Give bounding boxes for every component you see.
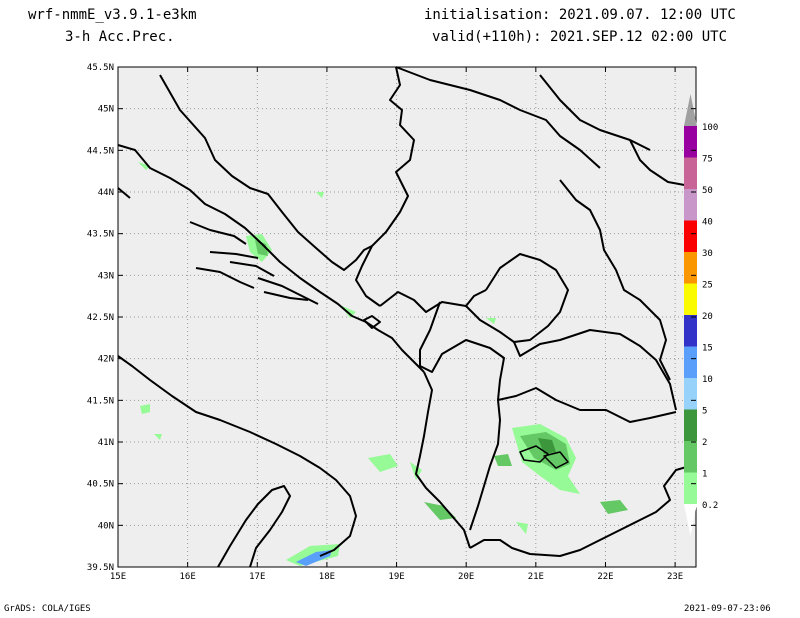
lat-label: 43.5N: [87, 230, 114, 240]
colorbar-swatch: [684, 409, 697, 441]
lat-label: 44.5N: [87, 146, 114, 156]
lat-label: 42.5N: [87, 313, 114, 323]
colorbar-label: 1: [702, 470, 707, 480]
lon-label: 17E: [249, 572, 265, 582]
lon-label: 15E: [110, 572, 126, 582]
field-title: 3-h Acc.Prec.: [65, 29, 175, 45]
colorbar-swatch: [684, 283, 697, 315]
colorbar-label: 0.2: [702, 501, 718, 511]
colorbar-swatch: [684, 346, 697, 378]
colorbar-swatch: [684, 252, 697, 284]
lat-label: 40.5N: [87, 480, 114, 490]
colorbar-label: 10: [702, 375, 713, 385]
lon-label: 21E: [528, 572, 544, 582]
border-croatia-bosnia: [159, 74, 373, 271]
colorbar: 100 75 50 40 30 25 20 15 10 5 2 1 0.2: [684, 94, 718, 536]
lat-label: 43N: [98, 271, 114, 281]
border-albania: [415, 371, 471, 549]
lat-label: 45.5N: [87, 63, 114, 73]
coast-croatia: [117, 144, 425, 373]
coast-greece: [469, 465, 691, 557]
colorbar-swatch: [684, 472, 697, 504]
colorbar-swatch: [684, 315, 697, 347]
colorbar-label: 20: [702, 312, 713, 322]
island-5: [263, 291, 309, 301]
border-romania-bulgaria: [629, 139, 691, 187]
border-albania-east: [419, 301, 505, 531]
precip-patch-albania-coast: [368, 454, 398, 472]
colorbar-swatch: [684, 378, 697, 410]
precip-patch-corfu: [424, 502, 456, 520]
precip-patch-hvar: [138, 162, 150, 170]
colorbar-swatch: [684, 157, 697, 189]
border-serbia-bulgaria: [559, 179, 671, 381]
border-macedonia: [513, 329, 677, 411]
longitude-labels: 15E 16E 17E 18E 19E 20E 21E 22E 23E: [110, 572, 683, 582]
border-bosnia-serbia: [355, 66, 415, 307]
bay-kotor: [363, 315, 381, 329]
island-4: [257, 277, 319, 305]
lon-label: 22E: [597, 572, 613, 582]
colorbar-label: 50: [702, 186, 713, 196]
valid-time: valid(+110h): 2021.SEP.12 02:00 UTC: [432, 29, 728, 45]
island-6: [209, 251, 259, 259]
colorbar-swatch: [684, 126, 697, 158]
colorbar-label: 75: [702, 155, 713, 165]
colorbar-label: 25: [702, 281, 713, 291]
colorbar-swatch: [684, 220, 697, 252]
precip-patch-bosnia: [316, 192, 324, 198]
lon-label: 16E: [180, 572, 196, 582]
lat-label: 40N: [98, 521, 114, 531]
colorbar-swatch: [684, 441, 697, 473]
lat-label: 45N: [98, 105, 114, 115]
border-kosovo: [465, 253, 569, 343]
lon-label: 23E: [667, 572, 683, 582]
precip-patch-prespa: [494, 454, 512, 466]
colorbar-swatch: [684, 189, 697, 221]
island-7: [117, 187, 131, 199]
lake-ohrid: [519, 445, 549, 463]
init-time: initialisation: 2021.09.07. 12:00 UTC: [424, 7, 736, 23]
precip-patch-adriatic-core: [255, 240, 268, 256]
lat-label: 39.5N: [87, 563, 114, 573]
lat-label: 44N: [98, 188, 114, 198]
lat-label: 41N: [98, 438, 114, 448]
colorbar-label: 30: [702, 249, 713, 259]
precip-patch-greece-west: [516, 522, 528, 534]
precip-patch-greece-east: [600, 500, 628, 514]
island-2: [195, 267, 255, 289]
lake-prespa: [543, 451, 569, 469]
colorbar-label: 2: [702, 438, 707, 448]
axis-ticks: [117, 66, 696, 568]
coast-italy-heel: [217, 485, 291, 568]
colorbar-label: 15: [702, 344, 713, 354]
precip-patch-italy-heel2: [154, 434, 162, 440]
precip-patch-kosovo: [486, 318, 496, 324]
island-3: [229, 261, 275, 277]
model-title: wrf-nmmE_v3.9.1-e3km: [28, 7, 197, 23]
lon-label: 18E: [319, 572, 335, 582]
colorbar-top-arrow: [684, 94, 697, 126]
colorbar-label: 5: [702, 407, 707, 417]
colorbar-bottom-arrow: [684, 504, 697, 536]
border-serbia-romania: [539, 74, 651, 151]
border-danube: [395, 66, 601, 169]
border-macedonia-greece: [497, 387, 677, 423]
coastlines-borders: [117, 66, 691, 568]
island-1: [189, 221, 247, 245]
coast-italy: [117, 355, 357, 557]
colorbar-label: 40: [702, 218, 713, 228]
lon-label: 19E: [388, 572, 404, 582]
lat-label: 41.5N: [87, 396, 114, 406]
lat-label: 42N: [98, 355, 114, 365]
footer-right: 2021-09-07-23:06: [684, 604, 771, 614]
lon-label: 20E: [458, 572, 474, 582]
border-serbia-montenegro: [379, 289, 487, 313]
colorbar-label: 100: [702, 123, 718, 133]
latitude-labels: 45.5N 45N 44.5N 44N 43.5N 43N 42.5N 42N 41.5N 41N…: [87, 63, 114, 573]
precip-patch-italy-heel: [140, 404, 150, 414]
footer-left: GrADS: COLA/IGES: [4, 604, 91, 614]
